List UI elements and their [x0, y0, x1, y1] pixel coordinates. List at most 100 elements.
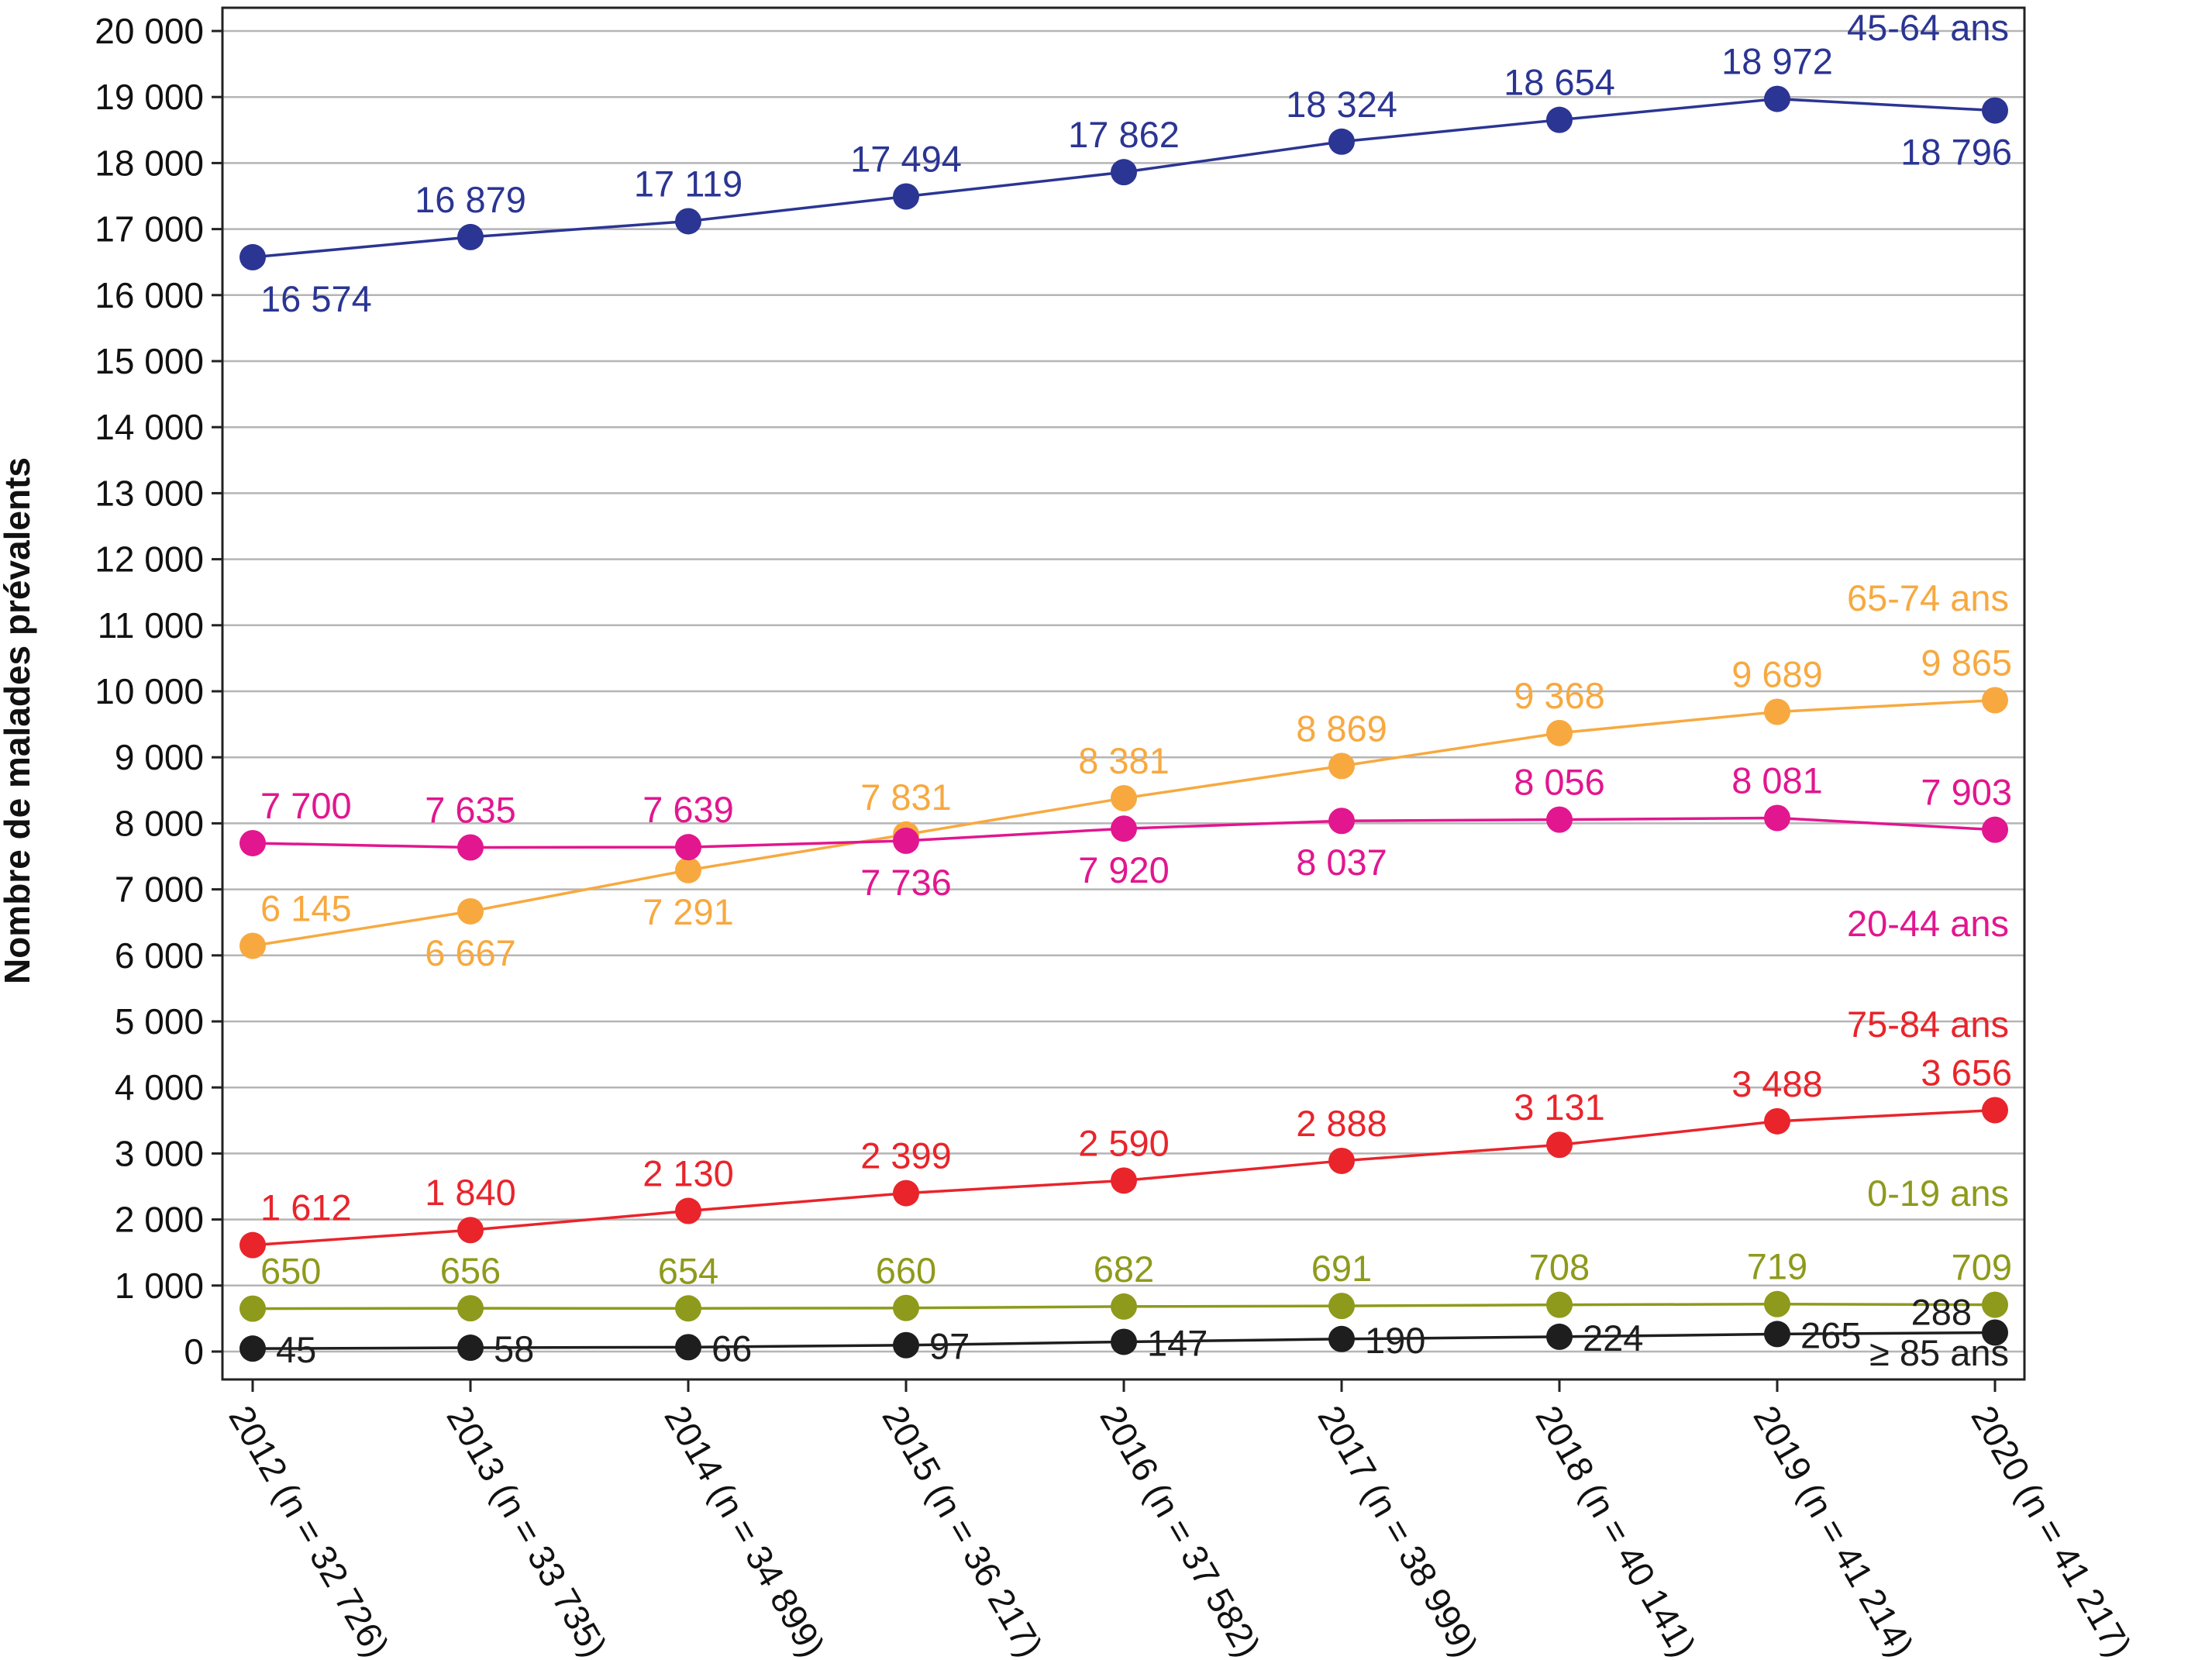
x-tick-label: 2020 (n = 41 217) [1963, 1399, 2139, 1660]
data-point [1111, 159, 1137, 186]
y-tick-label: 9 000 [115, 737, 204, 777]
y-tick-label: 18 000 [95, 143, 204, 183]
data-label: 3 656 [1921, 1052, 2012, 1093]
y-tick-label: 14 000 [95, 407, 204, 447]
data-point [1764, 698, 1790, 725]
data-label: 18 972 [1721, 41, 1833, 82]
data-point [1111, 815, 1137, 842]
data-label: 97 [929, 1326, 970, 1367]
series-name-label: 45-64 ans [1847, 7, 2009, 48]
y-tick-label: 20 000 [95, 11, 204, 51]
y-axis-title: Nombre de malades prévalents [0, 457, 37, 984]
data-point [1982, 97, 2008, 124]
y-tick-label: 4 000 [115, 1067, 204, 1107]
data-point [675, 834, 701, 861]
data-point [1982, 1097, 2008, 1124]
data-point [1328, 1325, 1355, 1352]
data-point [675, 208, 701, 235]
data-label: 224 [1583, 1317, 1643, 1359]
series-name-label: 20-44 ans [1847, 903, 2009, 944]
y-axis: 0 1 000 2 000 3 000 4 000 5 000 6 000 7 000 8 00… [95, 11, 222, 1372]
data-label: 719 [1747, 1246, 1807, 1287]
data-point [893, 1294, 919, 1321]
data-label: 7 736 [860, 862, 952, 903]
data-label: 7 635 [425, 789, 516, 830]
data-point [1546, 106, 1573, 133]
data-label: 16 574 [260, 278, 372, 319]
data-label: 6 667 [425, 932, 516, 973]
data-point [1111, 784, 1137, 811]
data-point [457, 1295, 484, 1322]
data-point [1328, 753, 1355, 780]
data-point [1546, 1131, 1573, 1159]
data-label: 7 639 [643, 789, 734, 830]
data-point [239, 829, 266, 856]
data-label: 2 888 [1296, 1103, 1387, 1144]
data-point [239, 1231, 266, 1259]
data-point [893, 1331, 919, 1359]
data-point [1328, 1293, 1355, 1320]
y-tick-label: 0 [184, 1331, 204, 1372]
data-point [457, 223, 484, 250]
data-label: 9 368 [1514, 675, 1605, 716]
data-label: 45 [276, 1329, 316, 1370]
data-label: 7 831 [860, 777, 952, 818]
data-label: 2 130 [643, 1153, 734, 1194]
data-label: 660 [876, 1250, 936, 1291]
data-point [239, 932, 266, 959]
x-tick-label: 2013 (n = 33 735) [439, 1399, 615, 1660]
data-label: 17 862 [1068, 114, 1180, 155]
data-label: 7 920 [1078, 849, 1170, 890]
data-label: 18 324 [1286, 84, 1397, 125]
data-label: 691 [1311, 1248, 1372, 1289]
x-tick-label: 2016 (n = 37 582) [1092, 1399, 1268, 1660]
x-tick-label: 2018 (n = 40 141) [1528, 1399, 1704, 1660]
data-label: 7 903 [1921, 772, 2012, 813]
data-label: 190 [1365, 1320, 1425, 1361]
data-label: 8 381 [1078, 740, 1170, 781]
data-label: 2 399 [860, 1135, 952, 1176]
data-point [239, 1295, 266, 1322]
series-name-label: 75-84 ans [1847, 1004, 2009, 1045]
data-point [1546, 719, 1573, 746]
data-label: 1 840 [425, 1172, 516, 1213]
data-label: 682 [1094, 1248, 1154, 1290]
x-axis: 2012 (n = 32 726) 2013 (n = 33 735) 2014 (… [221, 1379, 2140, 1660]
data-point [1546, 1291, 1573, 1318]
data-label: 18 654 [1504, 62, 1615, 103]
data-point [1764, 804, 1790, 832]
data-label: 265 [1800, 1314, 1861, 1355]
series-layer: 16 574 16 879 17 119 17 494 17 862 18 324 18 6… [239, 41, 2012, 1370]
data-label: 9 865 [1921, 642, 2012, 684]
data-point [1982, 816, 2008, 843]
data-label: 8 037 [1296, 842, 1387, 883]
data-point [1111, 1167, 1137, 1194]
data-point [1111, 1328, 1137, 1355]
x-tick-label: 2012 (n = 32 726) [221, 1399, 397, 1660]
data-point [457, 834, 484, 861]
y-tick-label: 19 000 [95, 77, 204, 117]
data-label: 17 119 [634, 163, 743, 204]
series-group: 16 574 16 879 17 119 17 494 17 862 18 324 18 6… [239, 41, 2012, 319]
data-point [1982, 687, 2008, 714]
y-tick-label: 5 000 [115, 1001, 204, 1042]
x-tick-label: 2014 (n = 34 899) [656, 1399, 832, 1660]
data-point [675, 856, 701, 883]
series-group: 7 700 7 635 7 639 7 736 7 920 8 037 8 056 8 081… [239, 759, 2012, 903]
series-group: 650 656 654 660 682 691 708 719 709 [239, 1246, 2012, 1322]
y-tick-label: 3 000 [115, 1133, 204, 1173]
data-point [1764, 85, 1790, 112]
data-point [239, 1335, 266, 1362]
data-label: 650 [260, 1251, 321, 1292]
data-label: 17 494 [850, 139, 962, 180]
series-name-label: 65-74 ans [1847, 577, 2009, 618]
data-point [457, 897, 484, 925]
y-tick-label: 10 000 [95, 671, 204, 711]
data-label: 8 056 [1514, 762, 1605, 803]
data-point [1111, 1293, 1137, 1320]
data-point [893, 827, 919, 854]
data-label: 709 [1952, 1247, 2012, 1288]
data-label: 147 [1147, 1322, 1208, 1363]
